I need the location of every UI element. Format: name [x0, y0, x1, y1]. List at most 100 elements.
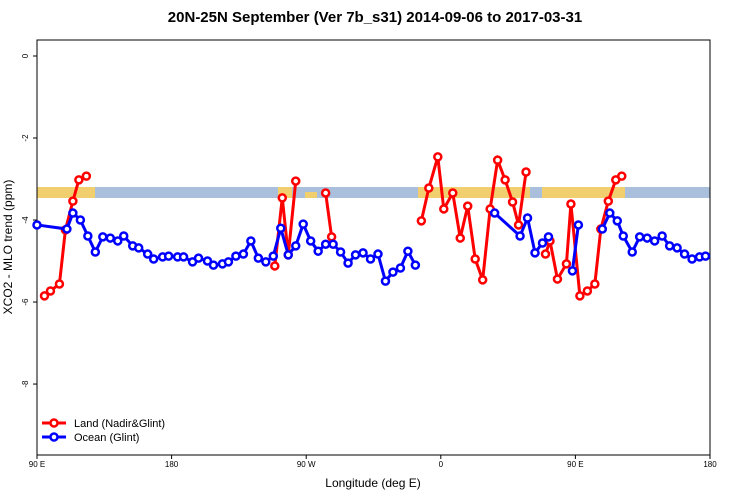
- data-point: [276, 223, 286, 233]
- data-point: [290, 176, 301, 186]
- data-point: [395, 263, 406, 273]
- land-strip: [305, 192, 317, 198]
- data-point: [133, 243, 144, 253]
- data-point: [202, 256, 213, 266]
- data-point: [603, 196, 614, 206]
- series-line: [36, 210, 417, 285]
- data-point: [193, 253, 204, 263]
- data-point: [328, 239, 338, 249]
- data-point: [81, 171, 92, 181]
- land-strip: [278, 187, 292, 198]
- data-point: [74, 175, 84, 185]
- data-point: [350, 250, 361, 260]
- data-point: [617, 171, 627, 181]
- data-point: [231, 251, 241, 261]
- legend-label: Ocean (Glint): [74, 432, 139, 444]
- data-point: [403, 246, 413, 256]
- data-point: [455, 233, 465, 243]
- data-point: [178, 252, 189, 262]
- data-point: [664, 241, 675, 251]
- data-point: [238, 249, 249, 259]
- data-point: [380, 276, 391, 286]
- data-point: [223, 257, 234, 267]
- data-point: [515, 231, 525, 241]
- data-point: [45, 286, 56, 296]
- data-point: [470, 254, 480, 264]
- y-tick-label: -2: [21, 134, 30, 142]
- data-point: [492, 155, 503, 165]
- data-point: [277, 193, 288, 203]
- x-tick-label: 180: [703, 460, 717, 469]
- data-point: [68, 196, 78, 206]
- data-point: [657, 231, 667, 241]
- data-point: [634, 232, 645, 242]
- data-point: [270, 261, 280, 271]
- data-point: [373, 249, 383, 259]
- data-point: [118, 231, 129, 241]
- x-tick-label: 90 W: [297, 460, 316, 469]
- series-line: [570, 224, 580, 272]
- data-point: [561, 259, 572, 269]
- data-point: [582, 286, 593, 296]
- data-point: [552, 274, 563, 284]
- data-point: [477, 275, 488, 285]
- land-strip: [37, 187, 95, 198]
- data-point: [537, 238, 548, 248]
- legend: Land (Nadir&Glint) Ocean (Glint): [42, 418, 165, 444]
- data-point: [462, 201, 473, 211]
- data-point: [439, 204, 449, 214]
- x-tick-label: 90 E: [567, 460, 583, 469]
- x-tick-label: 90 E: [29, 460, 45, 469]
- data-point: [433, 152, 443, 162]
- surface-strip: [37, 187, 710, 198]
- data-point: [573, 220, 584, 230]
- data-point: [642, 233, 652, 243]
- y-tick-label: 0: [21, 53, 30, 58]
- y-axis-label: XCO2 - MLO trend (ppm): [1, 180, 15, 315]
- data-point: [246, 236, 256, 246]
- data-point: [358, 248, 368, 258]
- legend-marker: [49, 432, 59, 442]
- ocean-strip: [37, 187, 710, 198]
- data-point: [543, 232, 554, 242]
- data-point: [590, 279, 600, 289]
- data-point: [612, 216, 623, 226]
- data-point: [105, 233, 116, 243]
- data-point: [90, 247, 101, 257]
- land-strip: [542, 187, 625, 198]
- data-point: [540, 249, 551, 259]
- data-point: [320, 188, 331, 198]
- data-point: [522, 213, 533, 223]
- data-point: [298, 219, 308, 229]
- data-point: [500, 175, 510, 185]
- data-point: [365, 254, 376, 264]
- data-point: [335, 247, 346, 257]
- data-point: [507, 197, 518, 207]
- data-point: [326, 232, 337, 242]
- legend-label: Land (Nadir&Glint): [74, 418, 165, 430]
- data-point: [679, 249, 690, 259]
- y-tick-label: -6: [21, 298, 30, 306]
- data-point: [530, 248, 540, 258]
- legend-marker: [49, 418, 59, 428]
- data-point: [448, 188, 458, 198]
- data-point: [305, 236, 316, 246]
- data-point: [424, 183, 434, 193]
- data-point: [410, 260, 421, 270]
- data-point: [268, 251, 279, 261]
- data-point: [290, 241, 301, 251]
- chart-title: 20N-25N September (Ver 7b_s31) 2014-09-0…: [168, 9, 582, 26]
- data-point: [68, 208, 78, 218]
- data-point: [39, 291, 50, 301]
- data-point: [489, 208, 500, 218]
- data-point: [343, 258, 353, 268]
- data-point: [687, 254, 697, 264]
- data-point: [75, 215, 86, 225]
- data-point: [649, 236, 660, 246]
- data-point: [672, 243, 682, 253]
- data-point: [416, 216, 427, 226]
- x-tick-label: 0: [439, 460, 444, 469]
- data-point: [605, 208, 615, 218]
- data-point: [261, 257, 271, 267]
